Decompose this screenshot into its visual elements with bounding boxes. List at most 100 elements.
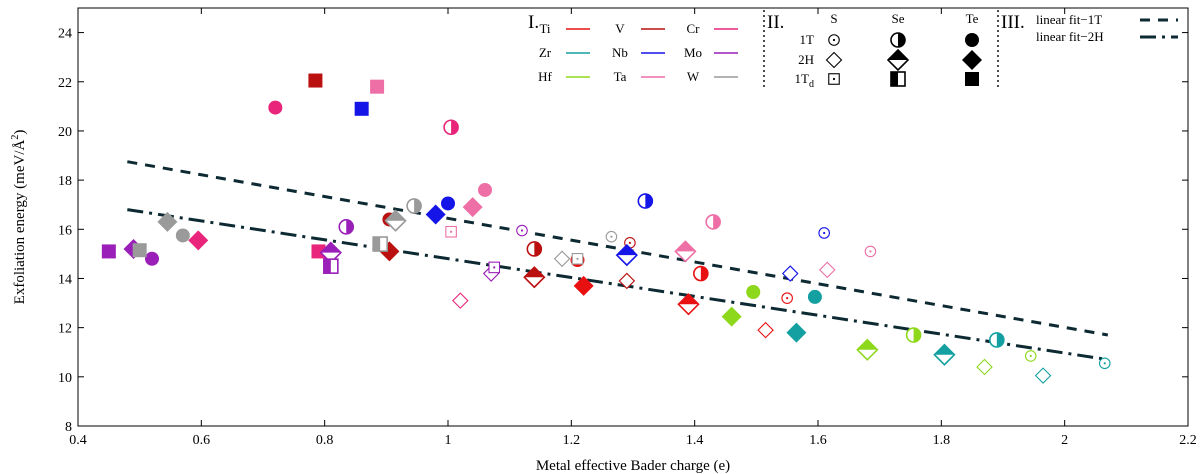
point-nb-1t-te — [441, 196, 455, 211]
y-tick-label: 24 — [58, 27, 72, 42]
fit-line-2h — [127, 208, 1109, 362]
point-w-2h-te — [157, 211, 178, 232]
legend-metal-mo: Mo — [684, 45, 702, 60]
legend-phase-1t: 1T — [800, 32, 815, 47]
legend-marker-1t-se — [890, 32, 906, 48]
legend-marker-1td-s — [828, 73, 840, 85]
point-cr-1t-te — [268, 100, 283, 115]
y-tick-label: 20 — [58, 125, 72, 140]
x-tick-label: 1.2 — [563, 433, 581, 448]
y-axis-label: Exfoliation energy (meV/Å2) — [10, 130, 28, 305]
point-cr-2h-te — [188, 230, 209, 251]
legend-group-1-label: I. — [528, 12, 539, 33]
legend-metal-zr: Zr — [539, 45, 552, 60]
point-zr-1t-te — [807, 289, 822, 304]
point-v-1t-se — [526, 241, 543, 257]
x-tick-label: 0.6 — [193, 433, 211, 448]
point-ti-2h-se — [677, 293, 700, 316]
legend-metal-v: V — [615, 21, 625, 36]
legend-metal-nb: Nb — [612, 45, 628, 60]
x-tick-label: 1 — [445, 433, 452, 448]
y-tick-label: 8 — [65, 420, 72, 435]
point-ta-1t-se — [705, 214, 721, 230]
y-tick-label: 10 — [58, 371, 72, 386]
point-zr-2h-te — [786, 322, 807, 343]
y-tick-label: 14 — [58, 272, 72, 287]
legend-fit-2h: linear fit−2H — [1036, 29, 1104, 44]
point-ta-2h-se — [674, 240, 697, 263]
legend-marker-1td-te — [965, 72, 979, 86]
legend-chalcogen-te: Te — [966, 11, 979, 26]
point-ti-2h-s — [757, 321, 774, 339]
legend-metal-ti: Ti — [539, 21, 550, 36]
point-w-1td-s — [571, 253, 584, 265]
plot-frame — [77, 7, 1189, 427]
legend-marker-2h-se — [886, 48, 910, 72]
point-ta-1t-s — [864, 245, 877, 258]
point-zr-2h-s — [1034, 367, 1052, 384]
x-tick-label: 2.2 — [1179, 433, 1197, 448]
legend: I. Ti V Cr Zr Nb Mo Hf Ta W II. S Se Te 1T 2H 1Td III. lin… — [528, 10, 1178, 90]
legend-group-2-label: II. — [767, 12, 784, 33]
legend-marker-1t-te — [965, 33, 979, 47]
point-mo-1td-se — [323, 258, 339, 274]
point-w-2h-s — [553, 250, 571, 268]
point-w-1t-se — [406, 198, 422, 214]
fit-line-1t — [127, 160, 1109, 337]
legend-metal-ta: Ta — [614, 69, 627, 84]
legend-marker-2h-te — [962, 50, 982, 70]
y-tick-label: 22 — [58, 76, 72, 91]
point-w-2h-se — [384, 209, 407, 232]
legend-marker-1t-s — [828, 34, 840, 46]
x-tick-label: 1.6 — [809, 433, 827, 448]
legend-marker-2h-s — [825, 51, 843, 69]
point-w-1td-se — [372, 236, 388, 252]
fit-lines — [127, 160, 1109, 362]
point-mo-1td-te — [101, 244, 116, 259]
point-ti-1t-s — [781, 292, 793, 304]
legend-metal-hf: Hf — [538, 69, 552, 84]
point-ta-2h-s — [818, 261, 836, 279]
point-mo-1t-s — [516, 224, 528, 237]
point-cr-1t-se — [443, 119, 459, 136]
point-hf-2h-te — [721, 306, 742, 327]
point-nb-1t-se — [637, 193, 654, 209]
point-v-2h-s — [618, 272, 636, 290]
point-ti-2h-te — [573, 275, 594, 296]
y-tick-label: 18 — [58, 174, 72, 189]
point-ta-1t-te — [478, 182, 492, 197]
data-points — [101, 73, 1111, 384]
point-ta-1td-s — [445, 225, 457, 238]
point-nb-1td-te — [354, 101, 369, 116]
x-tick-label: 0.4 — [69, 433, 87, 448]
point-nb-2h-se — [615, 243, 638, 267]
legend-fit-1t: linear fit−1T — [1036, 12, 1102, 27]
x-axis: 0.4 0.6 0.8 1 1.2 1.4 1.6 1.8 2 2.2 — [69, 8, 1197, 448]
x-tick-label: 0.8 — [316, 433, 334, 448]
legend-marker-1td-se — [890, 71, 906, 87]
point-w-1t-s — [605, 230, 618, 243]
legend-chalcogen-se: Se — [892, 11, 905, 26]
x-tick-label: 1.8 — [933, 433, 951, 448]
point-zr-1t-s — [1098, 357, 1111, 370]
x-tick-label: 1.4 — [686, 433, 704, 448]
point-mo-1t-te — [145, 251, 159, 266]
point-nb-2h-s — [781, 265, 799, 282]
point-mo-1t-se — [338, 219, 355, 235]
point-cr-2h-s — [452, 292, 469, 309]
point-hf-2h-s — [976, 358, 993, 376]
point-w-1t-te — [175, 228, 190, 243]
legend-phase-1td: 1Td — [795, 71, 814, 90]
point-ta-1td-te — [370, 79, 385, 94]
point-hf-1t-se — [905, 327, 922, 343]
y-axis: 8 10 12 14 16 18 20 22 24 — [58, 27, 1188, 435]
point-ta-2h-te — [462, 197, 483, 218]
point-w-1td-te — [132, 243, 147, 258]
point-nb-2h-te — [425, 204, 446, 225]
point-nb-1t-s — [818, 227, 830, 239]
legend-metal-w: W — [687, 69, 700, 84]
legend-phase-2h: 2H — [798, 52, 814, 67]
point-hf-2h-se — [856, 338, 879, 361]
point-mo-1td-s — [488, 261, 501, 274]
